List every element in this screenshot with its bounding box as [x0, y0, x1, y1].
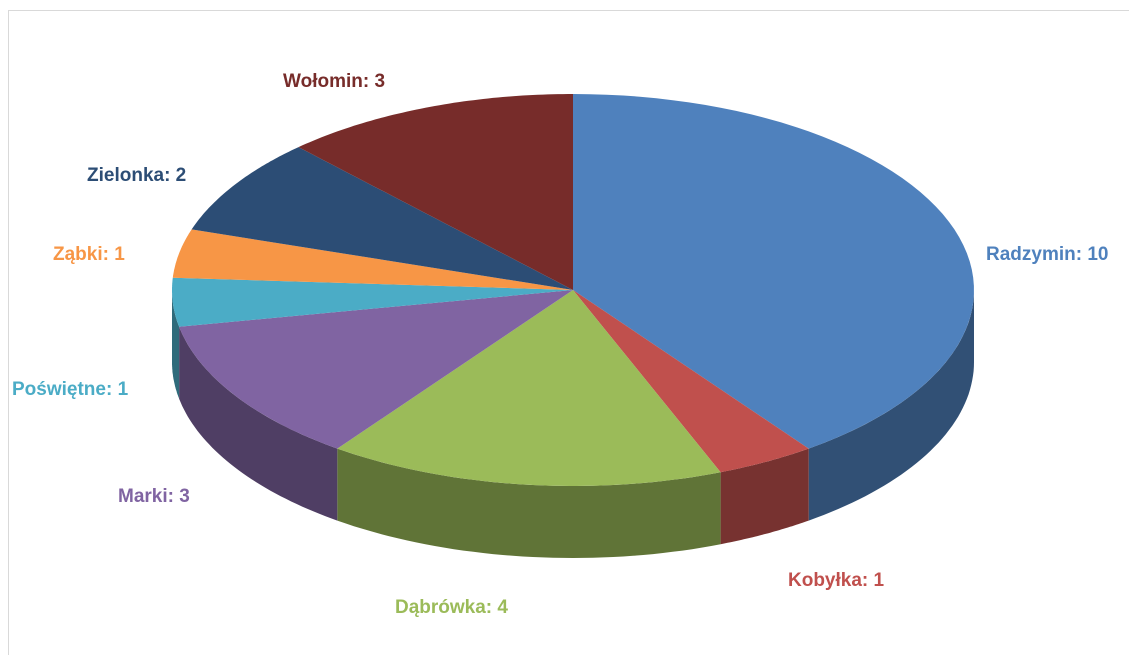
data-label: Wołomin: 3	[283, 71, 385, 92]
chart-frame	[8, 10, 1129, 655]
slice	[298, 94, 573, 290]
slice-side	[720, 448, 809, 545]
slice	[573, 94, 974, 449]
data-label: Zielonka: 2	[87, 165, 186, 186]
slice-side	[337, 448, 721, 558]
data-label: Ząbki: 1	[53, 244, 125, 265]
slice	[573, 290, 809, 473]
data-label: Dąbrówka: 4	[395, 597, 508, 618]
slice	[179, 290, 573, 449]
data-label: Poświętne: 1	[12, 379, 129, 400]
data-label: Kobyłka: 1	[788, 570, 885, 591]
slice	[337, 290, 721, 486]
slice	[191, 147, 573, 290]
data-label: Radzymin: 10	[986, 244, 1108, 265]
data-label: Marki: 3	[118, 486, 190, 507]
slice-side	[808, 290, 974, 521]
slice-side	[172, 290, 180, 399]
slice-side	[179, 326, 338, 521]
slice	[172, 277, 573, 327]
slice	[172, 229, 574, 290]
